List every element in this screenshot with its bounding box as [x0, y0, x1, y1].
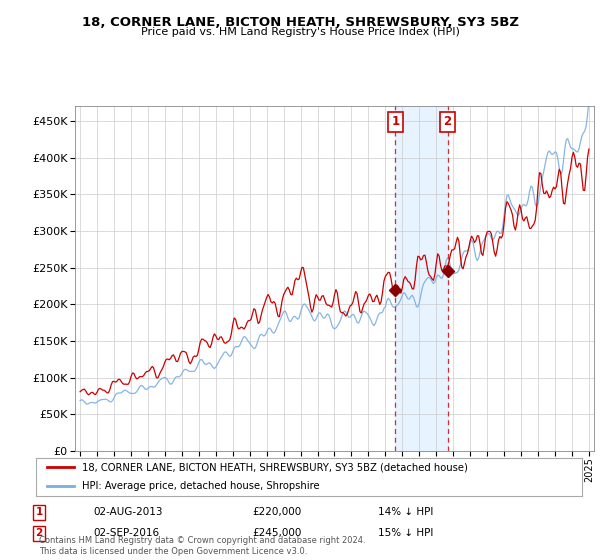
Text: HPI: Average price, detached house, Shropshire: HPI: Average price, detached house, Shro… [82, 480, 320, 491]
Text: Contains HM Land Registry data © Crown copyright and database right 2024.
This d: Contains HM Land Registry data © Crown c… [39, 536, 365, 556]
Text: 02-AUG-2013: 02-AUG-2013 [93, 507, 163, 517]
Text: 1: 1 [35, 507, 43, 517]
Text: Price paid vs. HM Land Registry's House Price Index (HPI): Price paid vs. HM Land Registry's House … [140, 27, 460, 37]
Text: £220,000: £220,000 [252, 507, 301, 517]
Text: 2: 2 [443, 115, 452, 128]
Text: 2: 2 [35, 528, 43, 538]
Text: 18, CORNER LANE, BICTON HEATH, SHREWSBURY, SY3 5BZ: 18, CORNER LANE, BICTON HEATH, SHREWSBUR… [82, 16, 518, 29]
Text: 18, CORNER LANE, BICTON HEATH, SHREWSBURY, SY3 5BZ (detached house): 18, CORNER LANE, BICTON HEATH, SHREWSBUR… [82, 463, 468, 473]
Text: 1: 1 [391, 115, 400, 128]
Text: £245,000: £245,000 [252, 528, 301, 538]
Text: 02-SEP-2016: 02-SEP-2016 [93, 528, 159, 538]
Text: 15% ↓ HPI: 15% ↓ HPI [378, 528, 433, 538]
Text: 14% ↓ HPI: 14% ↓ HPI [378, 507, 433, 517]
